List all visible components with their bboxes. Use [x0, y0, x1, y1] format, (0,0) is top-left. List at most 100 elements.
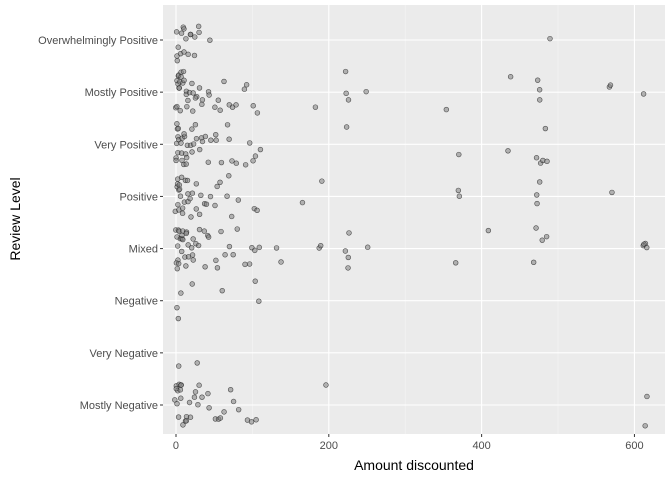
data-point: [230, 252, 236, 258]
data-point: [217, 179, 223, 186]
data-point: [190, 90, 196, 96]
data-point: [196, 85, 203, 91]
data-point: [252, 278, 258, 284]
data-point: [208, 137, 214, 143]
data-point: [485, 227, 492, 234]
data-point: [246, 261, 253, 267]
data-point: [213, 257, 219, 264]
data-point: [203, 201, 210, 207]
data-point: [539, 237, 545, 243]
plot-panel: [163, 5, 665, 434]
data-point: [192, 95, 199, 101]
data-point: [183, 154, 190, 161]
data-point: [189, 126, 195, 132]
data-point: [342, 248, 349, 254]
data-point: [212, 104, 218, 110]
data-point: [195, 242, 202, 249]
data-point: [235, 406, 242, 413]
data-point: [189, 281, 195, 287]
data-point: [226, 136, 232, 142]
data-point: [188, 214, 194, 220]
data-point: [252, 247, 258, 254]
data-point: [193, 206, 199, 212]
data-point: [256, 244, 263, 251]
data-point: [194, 360, 200, 366]
data-point: [234, 226, 240, 232]
data-point: [174, 304, 180, 311]
data-point: [547, 35, 553, 42]
data-point: [175, 315, 182, 322]
data-point: [173, 29, 180, 35]
data-point: [180, 422, 186, 428]
data-point: [312, 104, 319, 110]
data-point: [191, 52, 198, 59]
data-point: [185, 51, 191, 58]
data-point: [343, 124, 350, 130]
data-point: [505, 148, 511, 154]
data-point: [184, 103, 190, 110]
data-point: [323, 382, 329, 388]
data-point: [189, 80, 195, 87]
y-tick-label: Negative: [115, 296, 158, 308]
data-point: [199, 101, 205, 108]
data-point: [242, 261, 248, 268]
data-point: [185, 242, 191, 248]
data-point: [229, 213, 235, 220]
data-point: [177, 193, 184, 199]
data-point: [363, 88, 369, 95]
data-point: [196, 211, 203, 218]
data-point: [256, 298, 262, 304]
data-point: [181, 77, 187, 84]
data-point: [224, 193, 230, 199]
data-point: [179, 248, 185, 255]
data-point: [218, 159, 225, 166]
data-point: [507, 74, 514, 80]
data-point: [533, 155, 540, 161]
data-point: [455, 187, 462, 194]
data-point: [181, 26, 187, 32]
data-point: [609, 189, 615, 196]
data-point: [195, 402, 201, 408]
data-point: [254, 110, 261, 116]
data-point: [213, 131, 219, 138]
x-tick-label: 0: [173, 440, 179, 452]
data-point: [365, 244, 371, 250]
data-point: [542, 125, 549, 132]
data-point: [226, 173, 232, 179]
data-point: [185, 97, 191, 104]
data-point: [218, 228, 224, 235]
data-point: [456, 193, 463, 199]
data-point: [235, 197, 242, 203]
data-point: [342, 68, 349, 75]
data-point: [175, 125, 181, 132]
data-point: [318, 242, 324, 249]
data-point: [183, 161, 189, 167]
data-point: [174, 121, 180, 127]
data-point: [254, 207, 260, 214]
data-point: [345, 254, 351, 261]
data-point: [250, 103, 256, 109]
data-point: [226, 243, 233, 250]
data-point: [537, 97, 543, 103]
data-point: [189, 149, 195, 155]
data-point: [190, 108, 196, 114]
data-point: [224, 122, 231, 128]
data-point: [173, 157, 179, 164]
data-point: [212, 202, 218, 209]
x-tick-label: 400: [472, 440, 490, 452]
y-tick-label: Very Negative: [90, 348, 158, 360]
x-axis-title: Amount discounted: [354, 457, 474, 473]
data-point: [178, 74, 184, 80]
data-point: [178, 140, 184, 146]
data-point: [199, 394, 205, 400]
data-point: [207, 193, 214, 200]
data-point: [534, 77, 541, 83]
y-tick-label: Mostly Negative: [80, 400, 158, 412]
data-point: [178, 395, 184, 401]
data-point: [207, 37, 213, 43]
data-point: [233, 102, 239, 108]
data-point: [534, 200, 540, 207]
x-tick-label: 600: [625, 440, 643, 452]
data-point: [222, 252, 228, 258]
data-point: [607, 82, 614, 88]
